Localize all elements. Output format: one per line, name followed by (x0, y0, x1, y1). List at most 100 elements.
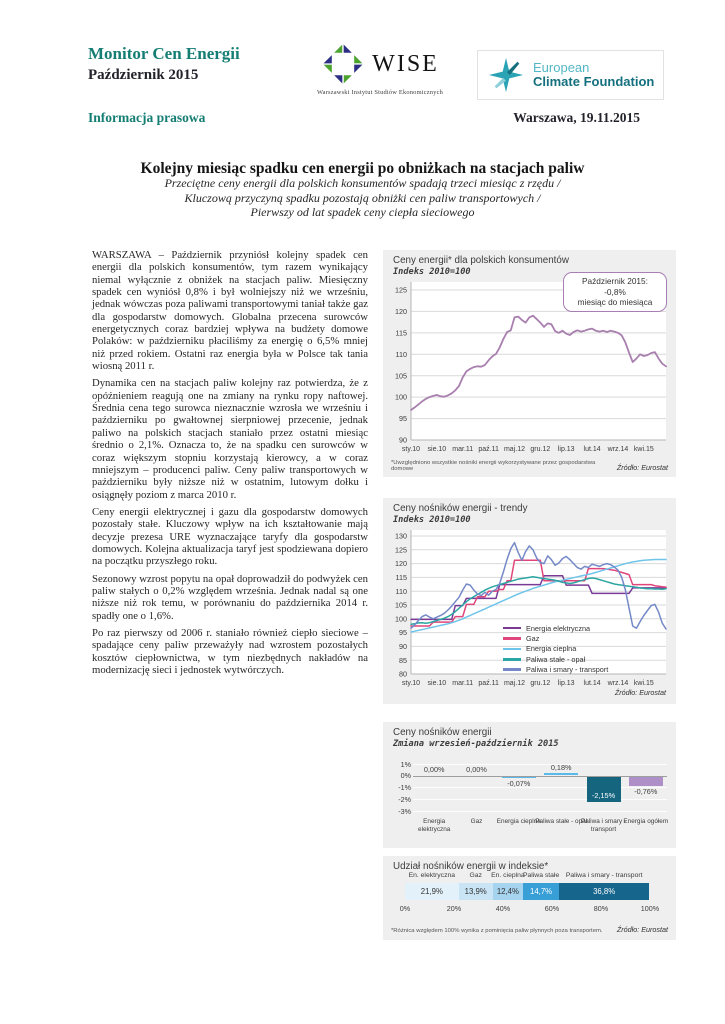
svg-text:paź.11: paź.11 (478, 446, 499, 453)
chart-source: Źródło: Eurostat (614, 688, 666, 697)
chart-legend: Energia elektryczna Gaz Energia cieplna Pal… (503, 623, 608, 675)
chart-footnote: *Uwzględniono wszystkie nośniki energii … (391, 460, 596, 472)
bar-category-label: Energia cieplna (496, 818, 541, 825)
bar-category-label: Energia ogółem (623, 818, 669, 825)
chart-title: Ceny nośników energii - trendy (393, 503, 528, 514)
svg-text:125: 125 (395, 545, 407, 554)
svg-text:wrz.14: wrz.14 (607, 446, 629, 453)
svg-text:sie.10: sie.10 (428, 446, 447, 453)
gridline (413, 787, 667, 789)
gridline (413, 810, 667, 812)
svg-text:sie.10: sie.10 (428, 680, 447, 687)
wise-logo: WISE Warszawski Instytut Studiów Ekonomi… (295, 42, 465, 96)
press-label: Informacja prasowa (88, 110, 206, 125)
legend-label: Energia elektryczna (526, 623, 591, 633)
bar (544, 773, 579, 776)
series-line-energia-cieplna (410, 558, 667, 633)
legend-label: Paliwa stałe - opał (526, 654, 586, 664)
segment-label: En. cieplna (491, 872, 525, 879)
chart-title: Ceny energii* dla polskich konsumentów (393, 255, 569, 266)
stack-segment: 12,4% (492, 883, 524, 900)
line-chart-svg: 80 85 90 95 100 105 110 115 120 125 130 sty.10 sie.1… (395, 530, 667, 687)
legend-item: Paliwa stałe - opał (503, 654, 608, 664)
svg-text:mar.11: mar.11 (452, 446, 473, 453)
axis-tick-label: 60% (544, 904, 560, 913)
legend-swatch (503, 647, 521, 651)
ecf-logo: European Climate Foundation (477, 50, 665, 100)
chart-footnote: *Różnica względem 100% wynika z pominięc… (391, 928, 603, 934)
y-tick-label: 1% (400, 759, 411, 769)
legend-swatch (503, 658, 521, 661)
bar-value-label: 0,00% (466, 764, 487, 774)
article-paragraph: Sezonowy wzrost popytu na opał doprowadz… (92, 572, 368, 622)
chart-subtitle: Zmiana wrzesień-październik 2015 (393, 738, 559, 749)
line-chart-carrier-trends: 80 85 90 95 100 105 110 115 120 125 130 sty.10 sie.1… (389, 528, 670, 699)
dateline: Warszawa, 19.11.2015 (513, 110, 640, 125)
article-paragraph: WARSZAWA – Październik przyniósł kolejny… (92, 249, 368, 373)
bar-category-label: Paliwa stałe - opał (535, 818, 588, 825)
brand-subtitle: Październik 2015 (88, 67, 199, 83)
chart-source: Źródło: Eurostat (616, 463, 668, 472)
stack-segment: 13,9% (458, 883, 493, 900)
bar-value-label: -0,07% (507, 779, 531, 788)
legend-swatch (503, 668, 521, 672)
svg-text:100: 100 (395, 393, 407, 402)
bar-value-label: 0,18% (550, 762, 572, 772)
svg-text:85: 85 (399, 656, 407, 665)
legend-label: Gaz (526, 634, 540, 644)
svg-text:maj.12: maj.12 (504, 680, 525, 687)
series-line-indeks-cen-energii (410, 314, 667, 411)
brand-title: Monitor Cen Energii (88, 44, 240, 63)
bar (501, 776, 536, 778)
segment-label: Paliwa i smary - transport (565, 872, 643, 879)
svg-text:120: 120 (395, 559, 407, 568)
segment-value: 14,7% (530, 887, 553, 896)
bar-category-label: Paliwa i smary - transport (580, 818, 627, 833)
svg-text:90: 90 (399, 436, 407, 445)
ecf-logo-line2: Climate Foundation (533, 74, 655, 89)
subtitle-block: Przeciętne ceny energii dla polskich kon… (60, 176, 665, 220)
svg-text:105: 105 (395, 601, 407, 610)
legend-swatch (503, 626, 521, 630)
article-paragraph: Po raz pierwszy od 2006 r. staniało równ… (92, 626, 368, 676)
y-tick-label: 0% (400, 771, 411, 781)
axis-tick-label: 20% (446, 904, 462, 913)
axis-tick-label: 80% (593, 904, 609, 913)
annotation-box: Październik 2015: -0,8% miesiąc do miesi… (563, 272, 667, 312)
stack-segment: 14,7% (523, 883, 560, 900)
segment-value: 36,8% (593, 887, 616, 896)
gridline (413, 763, 667, 765)
axis-tick-label: 0% (399, 904, 411, 913)
chart-source: Źródło: Eurostat (616, 925, 668, 934)
segment-value: 13,9% (464, 887, 487, 896)
svg-text:lip.13: lip.13 (558, 680, 575, 687)
wise-logo-text: WISE (372, 50, 439, 77)
chart-title: Udział nośników energii w indeksie* (393, 861, 549, 872)
legend-swatch (503, 637, 521, 640)
svg-text:paź.11: paź.11 (478, 680, 499, 687)
svg-text:mar.11: mar.11 (452, 680, 473, 687)
stacked-bar: 21,9% 13,9% 12,4% 14,7% 36,8% (405, 883, 650, 900)
svg-text:lip.13: lip.13 (558, 446, 575, 453)
legend-item: Energia cieplna (503, 644, 608, 654)
svg-text:95: 95 (399, 628, 407, 637)
article-body: WARSZAWA – Październik przyniósł kolejny… (92, 249, 368, 681)
zero-line (413, 775, 667, 777)
svg-text:115: 115 (396, 328, 407, 337)
legend-item: Paliwa i smary - transport (503, 665, 608, 675)
axis-tick-label: 100% (640, 904, 660, 913)
bar-value-label: 0,00% (423, 764, 445, 774)
gridline (413, 799, 667, 801)
svg-text:kwi.15: kwi.15 (634, 680, 654, 687)
annotation-line: miesiąc do miesiąca (577, 297, 653, 308)
bar-category-label: Energia elektryczna (418, 818, 451, 833)
bar-value-label: -0,76% (634, 787, 658, 796)
svg-text:kwi.15: kwi.15 (634, 446, 654, 453)
chart-title: Ceny nośników energii (393, 727, 492, 738)
info-row: Informacja prasowa Warszawa, 19.11.2015 (88, 110, 640, 126)
subtitle-line: Kluczową przyczyną spadku pozostają obni… (184, 190, 541, 205)
article-paragraph: Ceny energii elektrycznej i gazu dla gos… (92, 505, 368, 568)
legend-label: Paliwa i smary - transport (526, 665, 609, 675)
y-tick-label: -3% (398, 806, 411, 816)
series-line-paliwa-i-smary-transport (410, 541, 667, 630)
